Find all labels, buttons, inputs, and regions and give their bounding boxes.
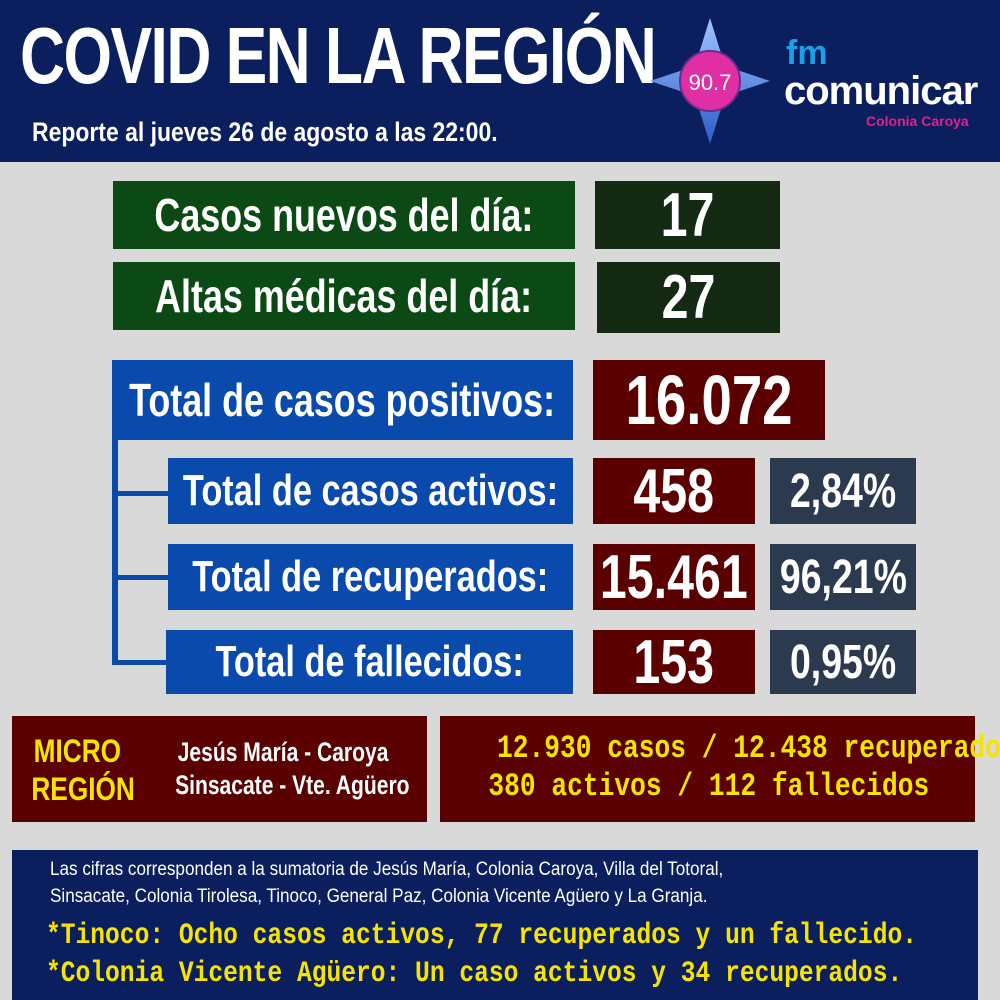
note-line: Sinsacate, Colonia Tirolesa, Tinoco, Gen…: [50, 886, 708, 907]
radio-star-logo-icon: 90.7: [650, 18, 770, 144]
towns-line: Sinsacate - Vte. Agüero: [175, 770, 410, 800]
note-line: Las cifras corresponden a la sumatoria d…: [50, 859, 724, 880]
active-percent: 2,84%: [770, 458, 916, 524]
active-label: Total de casos activos:: [168, 458, 573, 524]
deaths-label: Total de fallecidos:: [166, 630, 573, 694]
footer-note: Las cifras corresponden a la sumatoria d…: [50, 856, 970, 910]
page-title: COVID EN LA REGIÓN: [20, 10, 834, 102]
report-date: Reporte al jueves 26 de agosto a las 22:…: [32, 116, 580, 148]
discharges-value: 27: [597, 262, 780, 333]
deaths-value: 153: [593, 628, 755, 697]
recovered-percent: 96,21%: [770, 544, 916, 610]
discharges-label: Altas médicas del día:: [113, 262, 575, 330]
new-cases-label: Casos nuevos del día:: [113, 181, 575, 249]
micro-region-towns: Jesús María - Caroya Sinsacate - Vte. Ag…: [142, 736, 425, 802]
title-text: COVID EN LA REGIÓN: [20, 11, 657, 100]
vicente-aguero-note: *Colonia Vicente Agüero: Un caso activos…: [46, 957, 903, 991]
tinoco-note: *Tinoco: Ocho casos activos, 77 recupera…: [46, 919, 917, 953]
stats-line: 380 activos / 112 fallecidos: [488, 768, 930, 805]
positive-label: Total de casos positivos:: [112, 360, 573, 440]
frequency-text: 90.7: [689, 70, 732, 95]
connector-branch: [112, 575, 168, 580]
micro-label-line: REGIÓN: [31, 771, 135, 807]
logo-fm: fm: [786, 34, 828, 72]
micro-region-label: MICRO REGIÓN: [20, 732, 135, 808]
micro-region-stats: 12.930 casos / 12.438 recuperados 380 ac…: [440, 716, 1000, 822]
recovered-value: 15.461: [593, 543, 755, 612]
connector-branch: [112, 491, 168, 496]
positive-value: 16.072: [593, 360, 825, 440]
towns-line: Jesús María - Caroya: [178, 737, 389, 767]
recovered-label: Total de recuperados:: [168, 544, 573, 610]
subtitle-text: Reporte al jueves 26 de agosto a las 22:…: [32, 117, 498, 147]
micro-region-box: MICRO REGIÓN Jesús María - Caroya Sinsac…: [12, 716, 427, 822]
header: [0, 0, 1000, 162]
logo-location: Colonia Caroya: [866, 113, 969, 129]
deaths-percent: 0,95%: [770, 630, 916, 694]
stats-line: 12.930 casos / 12.438 recuperados: [497, 730, 1000, 767]
active-value: 458: [593, 457, 755, 526]
new-cases-value: 17: [595, 181, 780, 250]
micro-label-line: MICRO: [33, 733, 122, 769]
connector-branch: [112, 660, 168, 665]
logo-name: comunicar: [784, 69, 978, 113]
connector-line: [112, 440, 118, 665]
footer: [12, 850, 978, 1000]
